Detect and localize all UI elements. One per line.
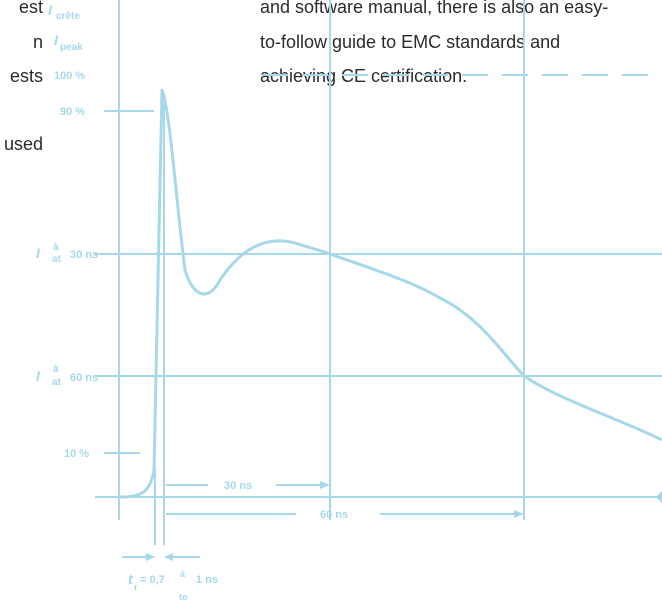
body-text-left: est n ests used bbox=[4, 0, 43, 154]
text-left-4: used bbox=[4, 134, 43, 154]
label-tr-to: to bbox=[179, 592, 188, 602]
waveform-grid bbox=[95, 0, 662, 545]
label-ns30: 30 ns bbox=[70, 249, 98, 261]
text-left-2: n bbox=[33, 32, 43, 52]
label-i60: I bbox=[36, 368, 41, 384]
label-tr-1ns: 1 ns bbox=[196, 574, 218, 586]
label-at30: at bbox=[52, 254, 62, 265]
label-tr: t bbox=[128, 571, 134, 587]
label-dim-30ns: 30 ns bbox=[224, 480, 252, 492]
current-waveform bbox=[118, 88, 662, 499]
label-dim-60ns: 60 ns bbox=[320, 509, 348, 521]
label-a60: à bbox=[53, 364, 59, 375]
label-tr-sub: r bbox=[134, 582, 138, 592]
label-a30: à bbox=[53, 242, 59, 253]
x-axis-arrow bbox=[656, 491, 662, 503]
label-tr-a: à bbox=[180, 569, 186, 579]
label-i-crete: I bbox=[48, 2, 53, 18]
text-left-3: ests bbox=[10, 66, 43, 86]
label-100pct: 100 % bbox=[54, 70, 85, 82]
dimension-arrows bbox=[122, 481, 524, 561]
label-90pct: 90 % bbox=[60, 106, 85, 118]
label-i30: I bbox=[36, 245, 41, 261]
label-i-peak: I bbox=[54, 32, 59, 48]
text-line-1: and software manual, there is also an ea… bbox=[260, 0, 608, 17]
text-line-2: to-follow guide to EMC standards and bbox=[260, 32, 560, 52]
figure-labels: I crête I peak 100 % 90 % 10 % I à at 30… bbox=[36, 2, 348, 602]
label-peak: peak bbox=[60, 42, 83, 53]
label-ns60: 60 ns bbox=[70, 372, 98, 384]
text-left-1: est bbox=[19, 0, 43, 17]
label-10pct: 10 % bbox=[64, 448, 89, 460]
body-text-right: and software manual, there is also an ea… bbox=[260, 0, 608, 86]
label-at60: at bbox=[52, 377, 62, 388]
label-tr-eq: = 0,7 bbox=[140, 574, 165, 586]
label-crete: crête bbox=[56, 11, 80, 22]
